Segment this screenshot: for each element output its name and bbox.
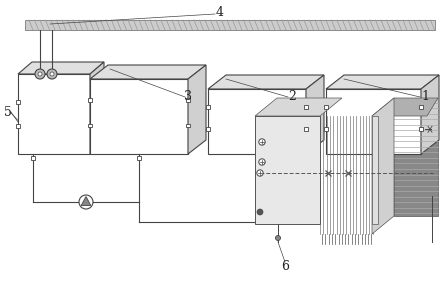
Circle shape [259,159,265,165]
Bar [419,105,423,109]
Text: 6: 6 [281,260,289,273]
Text: 3: 3 [184,89,192,103]
Circle shape [259,139,265,145]
Polygon shape [372,98,438,116]
Polygon shape [421,75,439,154]
Polygon shape [255,98,342,116]
Circle shape [47,69,57,79]
Bar [394,98,438,216]
Circle shape [257,209,263,215]
Polygon shape [372,98,394,234]
Polygon shape [306,75,324,154]
Bar [326,89,421,154]
Polygon shape [188,65,206,154]
Polygon shape [90,62,104,154]
Bar [16,100,20,104]
Bar [88,124,92,128]
Circle shape [257,170,263,176]
Text: 1: 1 [421,89,429,103]
Text: 5: 5 [4,105,12,118]
Bar [208,89,306,154]
Bar [16,124,20,128]
Circle shape [38,72,42,76]
Circle shape [275,235,281,241]
Circle shape [35,69,45,79]
Bar [304,105,308,109]
Bar [90,79,188,154]
Bar [186,124,190,128]
Bar [137,156,141,160]
Text: 4: 4 [216,5,224,18]
Bar [25,20,435,30]
Polygon shape [81,197,91,206]
Text: 2: 2 [288,89,296,103]
Polygon shape [18,62,104,74]
Polygon shape [208,75,324,89]
Polygon shape [90,65,206,79]
Bar [304,128,308,131]
Bar [206,128,210,131]
Bar [324,128,328,131]
Bar [255,116,320,224]
Bar [324,105,328,109]
Bar [18,74,90,154]
Bar [206,105,210,109]
Bar [31,156,35,160]
Bar [372,116,378,224]
Circle shape [79,195,93,209]
Circle shape [50,72,54,76]
Bar [419,128,423,131]
Bar [186,98,190,102]
Polygon shape [326,75,439,89]
Bar [88,98,92,102]
